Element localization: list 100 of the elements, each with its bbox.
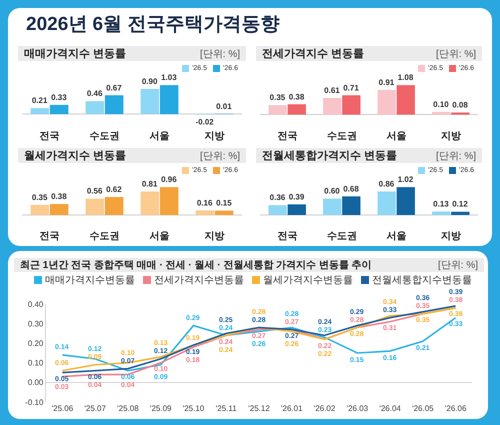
x-tick-label: '25.12 bbox=[248, 404, 270, 413]
bar bbox=[323, 198, 342, 216]
data-label: 0.60 bbox=[324, 186, 340, 196]
data-label: 0.01 bbox=[216, 102, 232, 111]
bar bbox=[323, 98, 342, 115]
bar bbox=[342, 95, 360, 115]
x-tick-label: 지방 bbox=[440, 231, 461, 242]
x-tick-label: 수도권 bbox=[90, 131, 120, 142]
bar bbox=[50, 104, 68, 114]
text: [단위: %] bbox=[200, 150, 240, 162]
data-label: 0.91 bbox=[378, 78, 395, 87]
bar bbox=[342, 196, 360, 216]
x-tick-label: '26.04 bbox=[379, 404, 402, 413]
x-tick-label: '25.08 bbox=[117, 404, 140, 413]
bar bbox=[432, 211, 450, 216]
data-label: 0.38 bbox=[51, 192, 68, 201]
data-label: 0.56 bbox=[86, 186, 103, 196]
chart-title: 전월세통합가격지수 변동률 bbox=[262, 149, 398, 163]
bar bbox=[140, 88, 160, 114]
bar bbox=[451, 212, 470, 216]
data-label: 0.12 bbox=[452, 200, 468, 209]
text: 2026년 6월 전국주택가격동향 bbox=[26, 14, 280, 37]
y-tick-label: 0.40 bbox=[28, 300, 44, 309]
bar bbox=[86, 198, 104, 216]
data-label: -0.02 bbox=[196, 118, 214, 127]
bar bbox=[104, 95, 124, 114]
bar bbox=[30, 204, 50, 216]
data-label: 0.15 bbox=[216, 198, 232, 208]
y-tick-label: -0.10 bbox=[25, 398, 44, 407]
x-tick-label: 지방 bbox=[440, 131, 461, 142]
data-label: 0.35 bbox=[270, 93, 286, 102]
data-label: 1.03 bbox=[161, 73, 178, 82]
bar bbox=[378, 191, 396, 216]
x-tick-label: '26.06 bbox=[444, 404, 467, 413]
x-tick-label: 수도권 bbox=[326, 231, 357, 242]
data-label: 0.67 bbox=[106, 83, 122, 92]
data-label: 0.39 bbox=[288, 192, 305, 202]
chart-title: 매매가격지수 변동률 bbox=[24, 47, 126, 61]
bar bbox=[268, 205, 287, 216]
data-label: 1.08 bbox=[398, 73, 414, 82]
bar bbox=[30, 108, 50, 114]
x-tick-label: '26.01 bbox=[280, 404, 304, 413]
x-tick-label: 서울 bbox=[150, 231, 170, 242]
data-label: 0.62 bbox=[106, 185, 122, 194]
data-label: 0.16 bbox=[196, 198, 213, 208]
x-tick-label: 전국 bbox=[40, 231, 60, 242]
x-tick-label: 전국 bbox=[277, 131, 298, 142]
x-tick-label: 서울 bbox=[150, 131, 170, 142]
x-tick-label: '25.06 bbox=[52, 404, 74, 413]
data-label: 0.96 bbox=[161, 175, 178, 184]
bar bbox=[104, 197, 124, 216]
text: [단위: %] bbox=[200, 48, 240, 60]
data-label: 0.13 bbox=[433, 199, 450, 208]
bar bbox=[396, 187, 415, 216]
x-tick-label: '25.07 bbox=[84, 404, 106, 413]
data-label: 0.90 bbox=[142, 76, 158, 86]
y-tick-label: 0.30 bbox=[28, 319, 44, 328]
data-label: 0.36 bbox=[270, 193, 286, 202]
data-label: 0.38 bbox=[288, 92, 305, 102]
x-tick-label: 수도권 bbox=[90, 231, 120, 242]
x-tick-label: '26.03 bbox=[346, 404, 369, 413]
data-label: 0.71 bbox=[343, 83, 360, 92]
data-label: 0.33 bbox=[51, 92, 68, 102]
data-label: 1.02 bbox=[398, 175, 414, 184]
bar bbox=[378, 90, 396, 115]
bar bbox=[160, 187, 178, 216]
text: [단위: %] bbox=[436, 48, 476, 60]
chart-title: 월세가격지수 변동률 bbox=[24, 149, 126, 163]
x-tick-label: 서울 bbox=[386, 231, 406, 242]
x-tick-label: '25.11 bbox=[216, 404, 238, 413]
text: [단위: %] bbox=[436, 150, 476, 162]
x-tick-label: 지방 bbox=[204, 231, 224, 242]
bar bbox=[451, 112, 470, 115]
bar bbox=[396, 85, 415, 115]
data-label: 0.81 bbox=[142, 179, 158, 188]
legend-label: 전월세통합지수변동률 bbox=[372, 274, 472, 287]
bar bbox=[268, 105, 287, 115]
bar bbox=[288, 204, 306, 216]
x-tick-label: '25.09 bbox=[150, 404, 172, 413]
bar bbox=[140, 191, 160, 216]
bar bbox=[50, 204, 68, 216]
x-tick-label: 수도권 bbox=[326, 131, 357, 142]
bar bbox=[214, 210, 234, 216]
legend-label: 월세가격지수변동률 bbox=[263, 274, 353, 287]
bar bbox=[432, 112, 450, 115]
x-tick-label: 전국 bbox=[40, 131, 60, 142]
x-tick-label: '25.10 bbox=[182, 404, 205, 413]
x-tick-label: '26.05 bbox=[412, 404, 434, 413]
data-label: 0.61 bbox=[324, 86, 340, 95]
bar bbox=[288, 104, 306, 115]
x-tick-label: '26.02 bbox=[314, 404, 336, 413]
data-label: 0.86 bbox=[378, 179, 395, 188]
bar bbox=[160, 85, 178, 114]
data-label: 0.21 bbox=[32, 96, 48, 106]
bar bbox=[196, 210, 214, 216]
legend-label: 매매가격지수변동률 bbox=[45, 274, 135, 287]
text: [단위: %] bbox=[438, 259, 478, 272]
chart-title: 전세가격지수 변동률 bbox=[262, 47, 364, 61]
data-label: 0.46 bbox=[86, 89, 103, 98]
data-label: 0.08 bbox=[452, 100, 468, 110]
